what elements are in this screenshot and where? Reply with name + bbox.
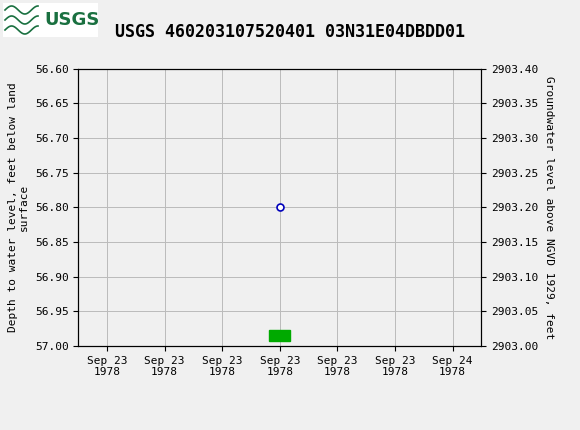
Bar xyxy=(270,330,290,341)
Y-axis label: Depth to water level, feet below land
surface: Depth to water level, feet below land su… xyxy=(8,83,29,332)
Bar xyxy=(3,3,98,37)
Text: USGS: USGS xyxy=(44,11,99,29)
Y-axis label: Groundwater level above NGVD 1929, feet: Groundwater level above NGVD 1929, feet xyxy=(544,76,554,339)
Text: USGS 460203107520401 03N31E04DBDD01: USGS 460203107520401 03N31E04DBDD01 xyxy=(115,23,465,41)
